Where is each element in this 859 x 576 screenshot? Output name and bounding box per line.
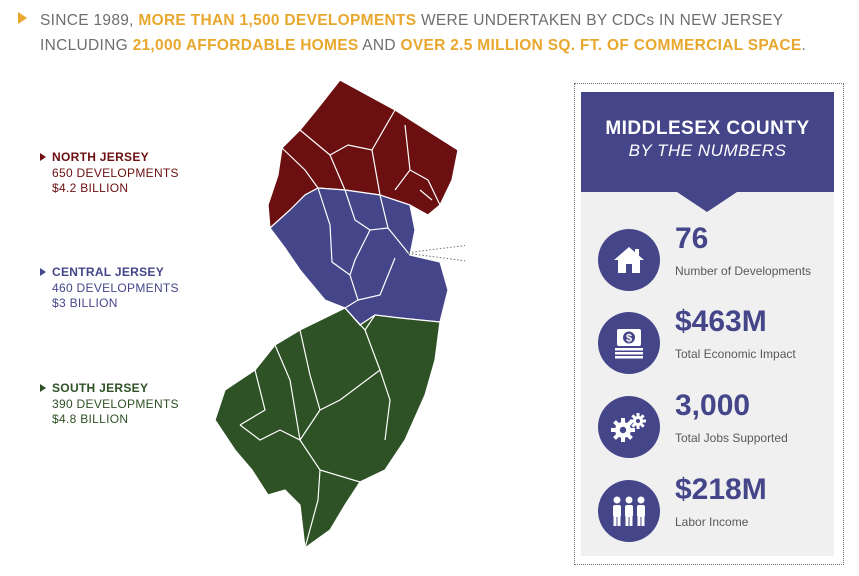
middlesex-panel: MIDDLESEX COUNTY BY THE NUMBERS 76 Numbe… — [581, 92, 834, 556]
headline-text: AND — [358, 37, 401, 54]
money-icon: $ — [598, 312, 660, 374]
stat-economic-impact: $ $463M Total Economic Impact — [581, 305, 834, 385]
region-developments: 650 DEVELOPMENTS — [52, 165, 179, 180]
callout-line-bottom — [404, 252, 465, 262]
people-icon — [598, 480, 660, 542]
region-name: CENTRAL JERSEY — [52, 265, 165, 279]
headline-line-1: SINCE 1989, MORE THAN 1,500 DEVELOPMENTS… — [40, 8, 783, 33]
stat-value: $463M — [675, 305, 767, 338]
headline-highlight: OVER 2.5 MILLION SQ. FT. OF COMMERCIAL S… — [400, 37, 802, 54]
panel-title: MIDDLESEX COUNTY — [605, 118, 810, 139]
south-jersey-region — [214, 307, 441, 550]
stat-value: 3,000 — [675, 389, 751, 422]
region-north-jersey: NORTH JERSEY 650 DEVELOPMENTS $4.2 BILLI… — [40, 150, 179, 197]
new-jersey-map — [214, 79, 465, 550]
north-jersey-pointer-icon — [40, 153, 46, 161]
region-amount: $3 BILLION — [52, 296, 118, 310]
headline-arrow-icon — [18, 12, 27, 24]
gears-icon — [598, 396, 660, 458]
region-name: NORTH JERSEY — [52, 150, 149, 164]
region-central-jersey: CENTRAL JERSEY 460 DEVELOPMENTS $3 BILLI… — [40, 265, 179, 312]
headline-text: . — [801, 37, 807, 54]
stat-jobs: 3,000 Total Jobs Supported — [581, 389, 834, 469]
callout-line-top — [404, 245, 465, 254]
region-amount: $4.2 BILLION — [52, 181, 129, 195]
headline-highlight: 21,000 AFFORDABLE HOMES — [132, 37, 359, 54]
panel-banner: MIDDLESEX COUNTY BY THE NUMBERS — [581, 92, 834, 192]
region-south-jersey: SOUTH JERSEY 390 DEVELOPMENTS $4.8 BILLI… — [40, 381, 179, 428]
stat-label: Number of Developments — [675, 264, 812, 278]
stat-labor-income: $218M Labor Income — [581, 473, 834, 553]
north-county-borders — [281, 109, 441, 206]
stat-label: Labor Income — [675, 515, 749, 529]
region-developments: 390 DEVELOPMENTS — [52, 396, 179, 411]
stat-label: Total Jobs Supported — [675, 431, 788, 445]
panel-dotted-frame — [574, 83, 844, 565]
central-jersey-pointer-icon — [40, 268, 46, 276]
region-amount: $4.8 BILLION — [52, 412, 129, 426]
headline-highlight: MORE THAN 1,500 DEVELOPMENTS — [138, 12, 417, 29]
headline-text: INCLUDING — [40, 37, 133, 54]
stat-value: $218M — [675, 473, 767, 506]
house-icon — [598, 229, 660, 291]
central-county-borders — [317, 187, 411, 309]
headline-line-2: INCLUDING 21,000 AFFORDABLE HOMES AND OV… — [40, 33, 806, 58]
headline-text: WERE UNDERTAKEN BY CDCs IN NEW JERSEY — [416, 12, 784, 29]
stat-value: 76 — [675, 222, 709, 255]
central-jersey-region — [269, 187, 449, 326]
south-jersey-pointer-icon — [40, 384, 46, 392]
region-name: SOUTH JERSEY — [52, 381, 149, 395]
panel-subtitle: BY THE NUMBERS — [628, 141, 787, 160]
region-developments: 460 DEVELOPMENTS — [52, 280, 179, 295]
stat-label: Total Economic Impact — [675, 347, 796, 361]
south-county-borders — [239, 307, 391, 549]
stat-developments: 76 Number of Developments — [581, 222, 834, 302]
headline-text: SINCE 1989, — [40, 12, 139, 29]
banner-pointer — [677, 192, 737, 212]
svg-text:$: $ — [626, 333, 632, 345]
